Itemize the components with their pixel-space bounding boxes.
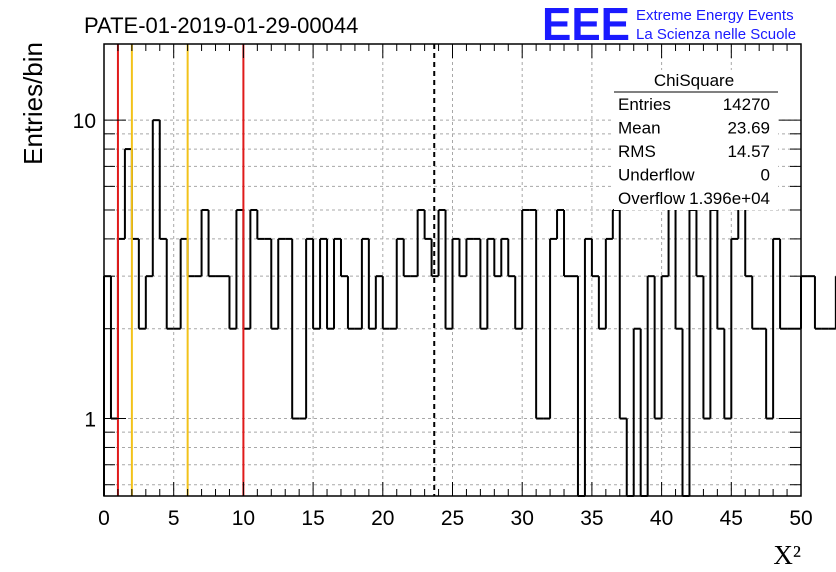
x-tick-label: 20 [371,507,394,530]
x-tick-label: 25 [441,507,464,530]
stats-row-value: 14.57 [727,142,770,161]
x-tick-label: 10 [232,507,255,530]
stats-row-value: 23.69 [727,119,770,138]
eee-org-name: Extreme Energy Events [636,7,794,24]
eee-logo-text: EEE [542,0,630,50]
chart-title: PATE-01-2019-01-29-00044 [84,13,358,38]
eee-org-subtitle: La Scienza nelle Scuole [636,26,796,43]
y-axis-label: Entries/bin [18,42,48,165]
x-tick-label: 5 [168,507,180,530]
stats-row-label: Entries [618,95,671,114]
stats-box: ChiSquare Entries 14270 Mean 23.69 RMS 14.57 Un… [614,70,778,210]
x-tick-label: 50 [789,507,812,530]
y-tick-label: 10 [73,110,96,133]
stats-row-value: 0 [761,166,770,185]
x-tick-label: 40 [650,507,673,530]
stats-row-value: 14270 [723,95,770,114]
x-tick-label: 30 [511,507,534,530]
stats-box-background [614,70,778,210]
stats-box-title: ChiSquare [654,71,734,90]
stats-row-label: Underflow [618,166,695,185]
eee-logo: EEE Extreme Energy Events La Scienza nel… [542,0,796,50]
y-tick-label: 1 [84,409,96,432]
stats-row-label: RMS [618,142,656,161]
axis-tick-labels: 0 5 10 15 20 25 30 35 40 45 50 1 10 [73,110,813,530]
axis-ticks [103,44,802,496]
x-tick-label: 15 [301,507,324,530]
x-axis-label: X² [773,540,801,570]
x-tick-label: 35 [580,507,603,530]
stats-row-label: Overflow [618,189,686,208]
x-tick-label: 45 [720,507,743,530]
x-tick-label: 0 [98,507,110,530]
stats-row-label: Mean [618,119,661,138]
stats-row-value: 1.396e+04 [689,189,770,208]
marker-lines [116,44,436,496]
